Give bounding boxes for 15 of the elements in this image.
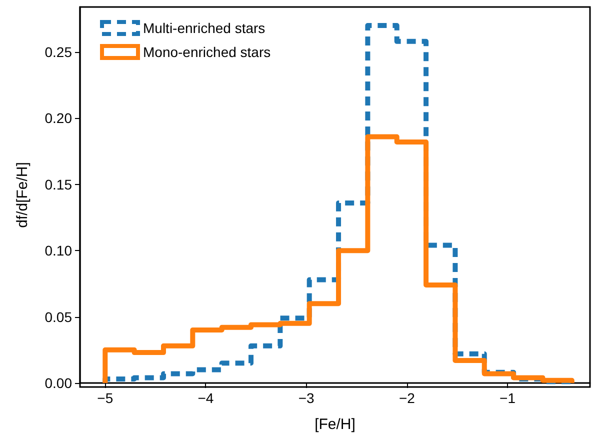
y-tick-label: 0.15 <box>44 176 72 192</box>
y-tick-label: 0.00 <box>44 375 72 391</box>
y-axis-title: df/d[Fe/H] <box>14 162 31 228</box>
y-tick-label: 0.25 <box>44 44 72 60</box>
x-tick-label: −1 <box>500 390 516 406</box>
x-tick-label: −5 <box>97 390 114 406</box>
y-tick-label: 0.05 <box>44 308 72 325</box>
y-tick-label: 0.10 <box>44 242 72 259</box>
x-tick-label: −2 <box>398 390 416 406</box>
x-axis-title: [Fe/H] <box>314 416 356 433</box>
legend-label: Mono-enriched stars <box>143 44 271 60</box>
legend-label: Multi-enriched stars <box>143 20 266 36</box>
x-tick-label: −3 <box>298 390 315 406</box>
x-tick-label: −4 <box>198 390 214 406</box>
y-tick-label: 0.20 <box>44 110 72 126</box>
